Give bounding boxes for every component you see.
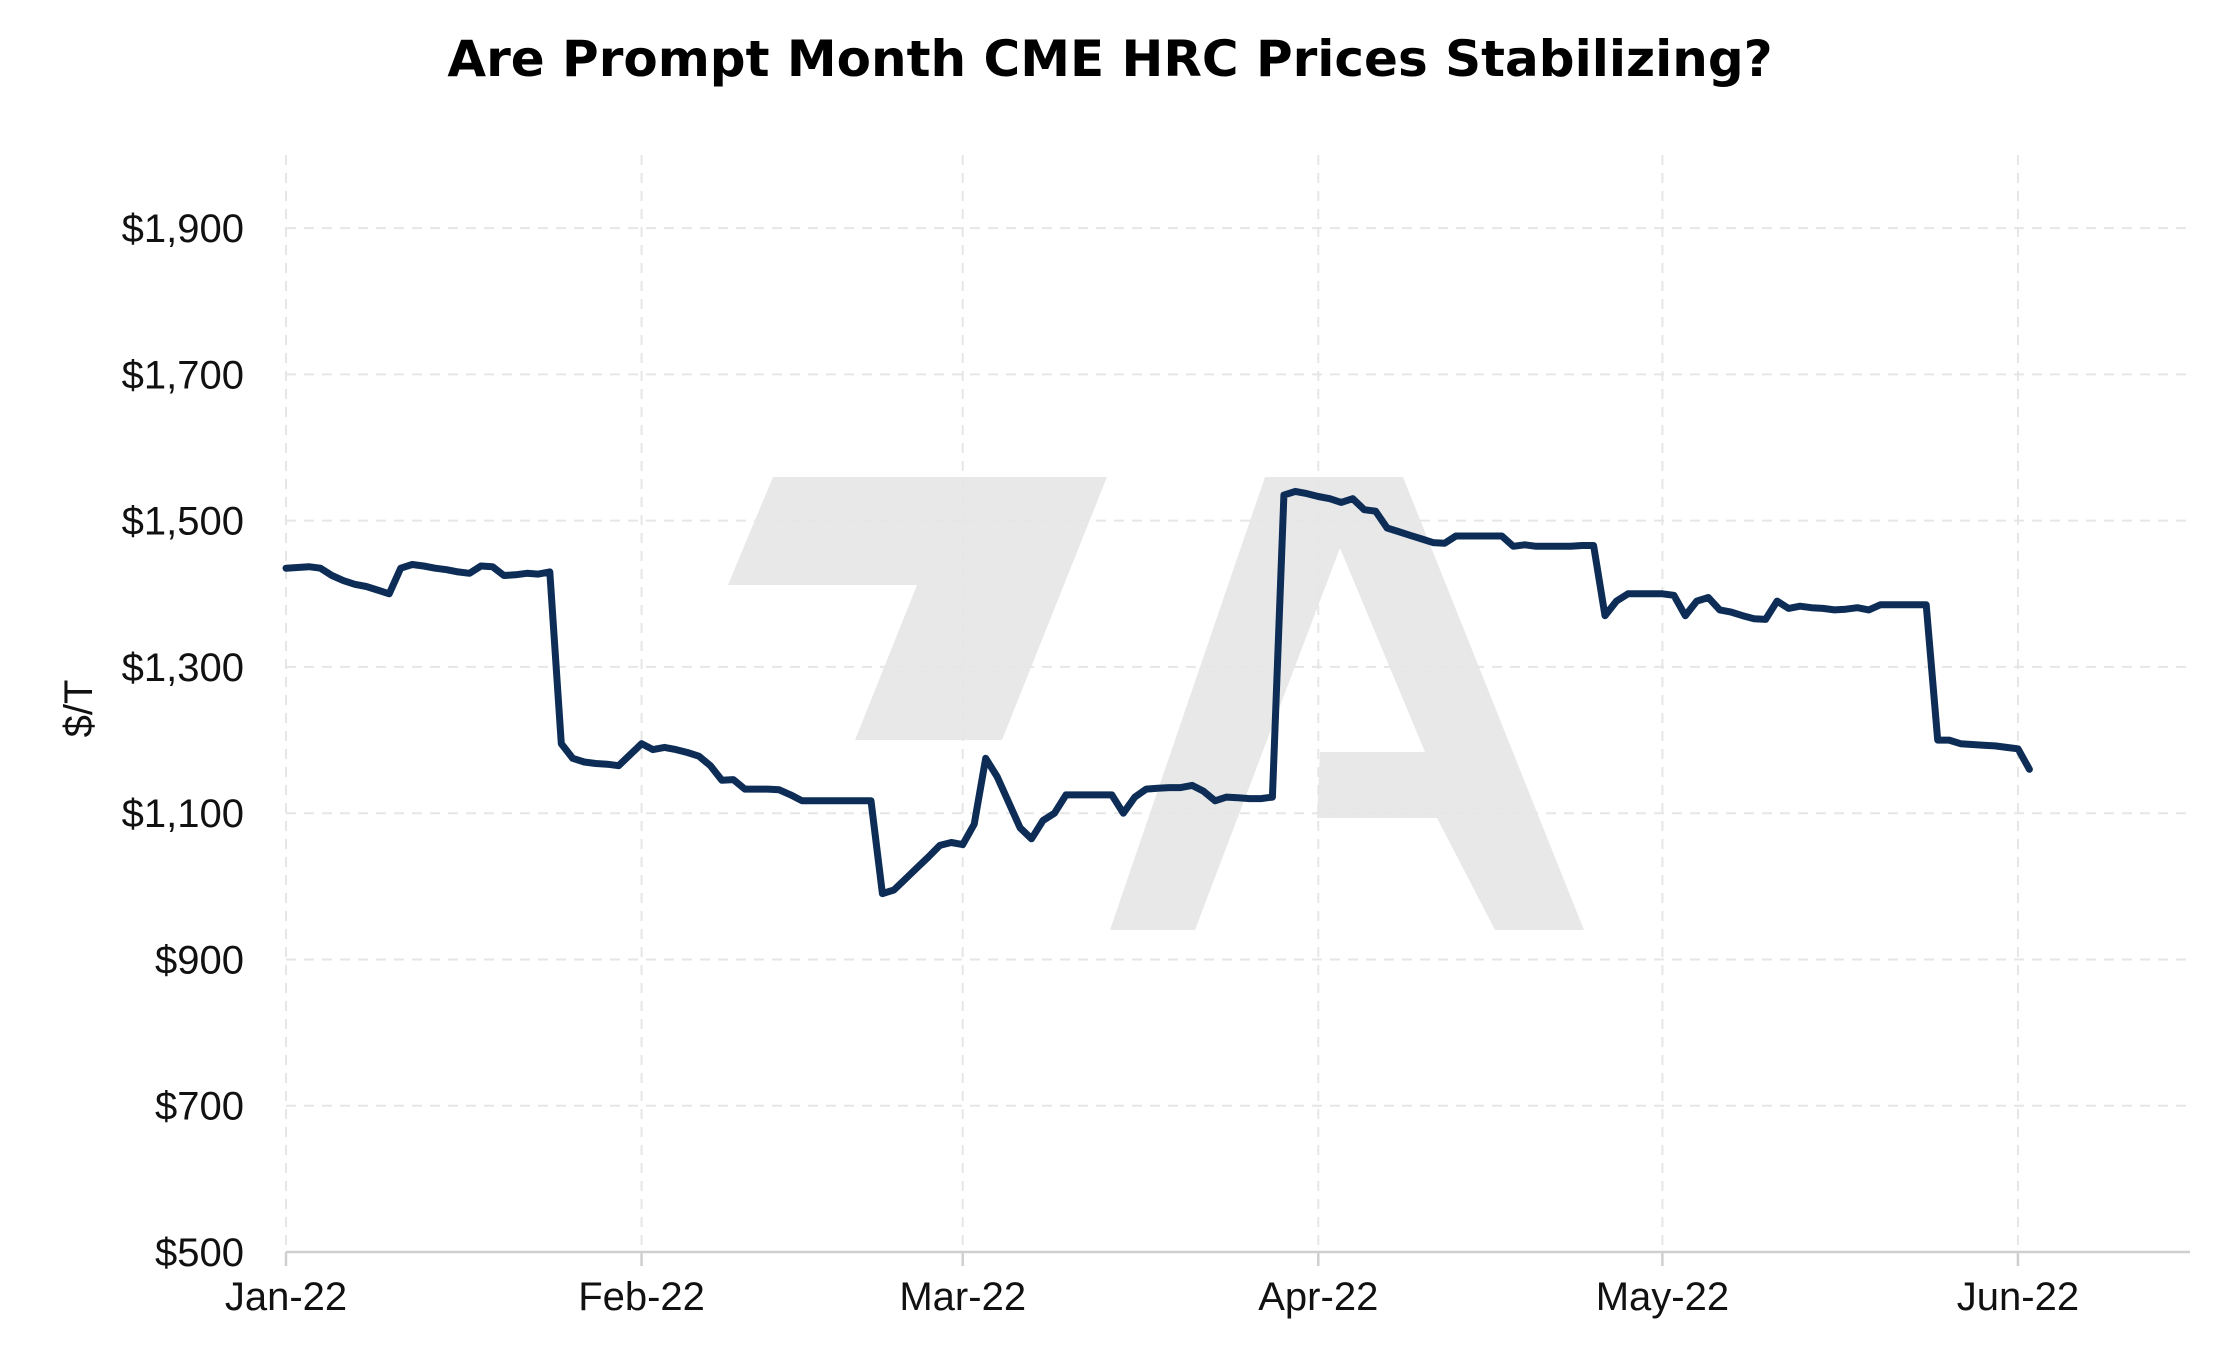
- y-tick-label: $1,300: [122, 646, 244, 690]
- x-tick-label: Jan-22: [225, 1275, 347, 1319]
- grid: [285, 155, 2190, 1252]
- axes: $500 $700 $900 $1,100 $1,300 $1,500 $1,700 $1,9…: [57, 207, 2190, 1319]
- y-tick-label: $900: [155, 938, 244, 982]
- series-line-price: [282, 487, 2033, 898]
- y-tick-label: $500: [155, 1231, 244, 1275]
- y-tick-label: $700: [155, 1085, 244, 1129]
- y-axis-title: $/T: [57, 680, 101, 738]
- x-tick-label: Feb-22: [578, 1275, 705, 1319]
- y-tick-label: $1,500: [122, 500, 244, 544]
- chart-title: Are Prompt Month CME HRC Prices Stabiliz…: [447, 30, 1773, 88]
- y-tick-label: $1,700: [122, 353, 244, 397]
- x-tick-label: Apr-22: [1258, 1275, 1378, 1319]
- series-layer: [282, 487, 2033, 898]
- y-tick-label: $1,900: [122, 207, 244, 251]
- x-tick-label: Jun-22: [1957, 1275, 2079, 1319]
- x-tick-label: May-22: [1596, 1275, 1729, 1319]
- y-tick-label: $1,100: [122, 792, 244, 836]
- watermark-logo: [728, 477, 1584, 930]
- x-tick-label: Mar-22: [899, 1275, 1026, 1319]
